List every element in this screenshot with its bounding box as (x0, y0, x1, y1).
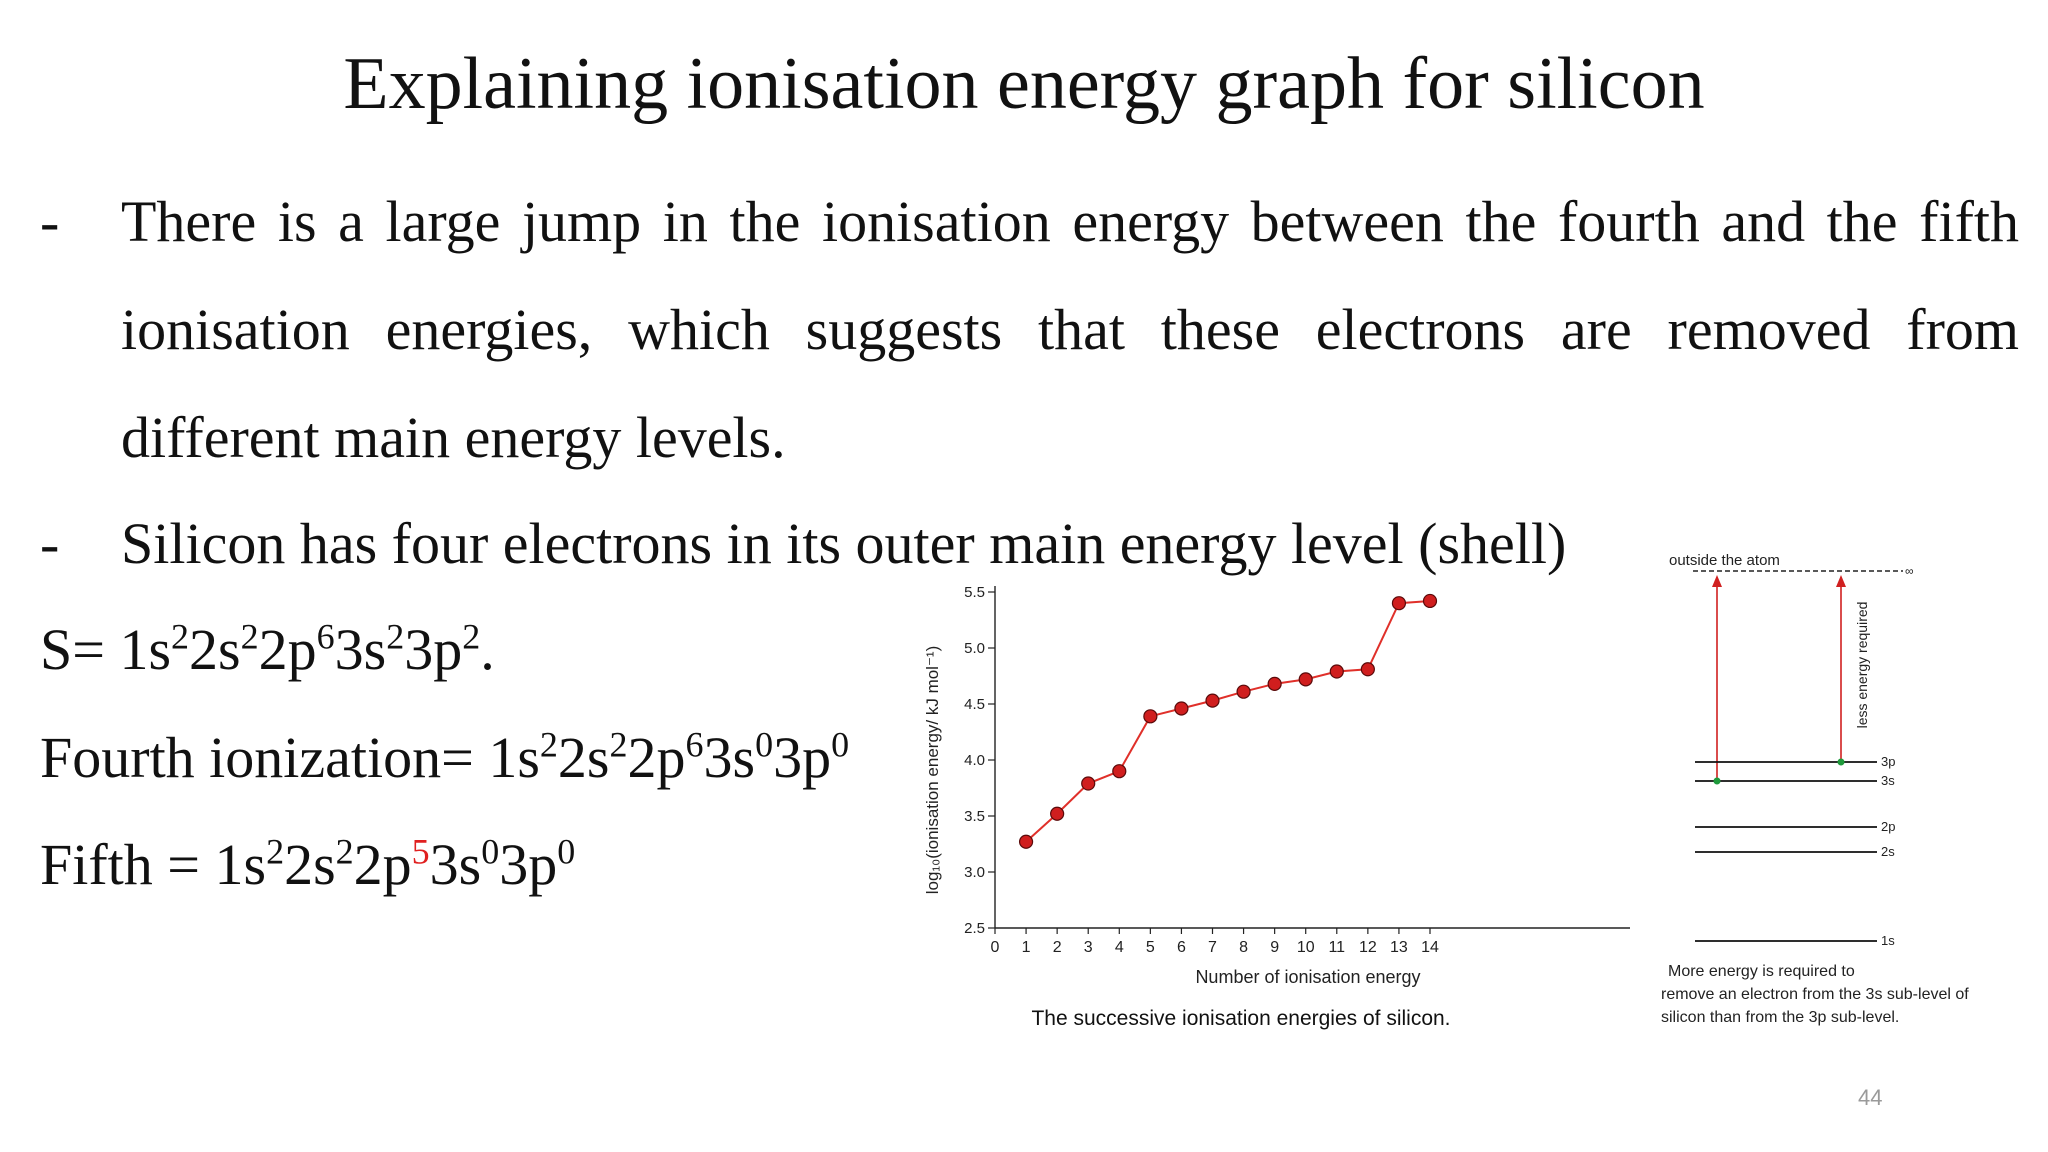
bullet-marker: - (40, 511, 60, 576)
chart-data-point (1018, 834, 1034, 849)
chart-data-point (1143, 709, 1158, 724)
configuration-label: S= (40, 617, 120, 682)
chart-x-tick-label: 1 (1022, 939, 1031, 956)
electron-3p-dot (1837, 758, 1845, 766)
chart-x-tick-label: 13 (1390, 939, 1408, 956)
chart-x-tick-label: 11 (1328, 939, 1345, 956)
bullet-text: Silicon has four electrons in its outer … (121, 511, 1567, 576)
chart-y-tick-label: 4.5 (964, 696, 985, 713)
bullet-marker: - (40, 189, 60, 254)
chart-x-tick-label: 8 (1239, 939, 1248, 956)
outside-atom-label: outside the atom (1669, 552, 1780, 569)
energy-level-diagram: outside the atom ∞ less energy required … (1661, 552, 1969, 1026)
chart-x-tick-label: 6 (1177, 939, 1186, 956)
chart-caption: The successive ionisation energies of si… (1031, 1007, 1450, 1030)
chart-x-tick-label: 12 (1359, 939, 1377, 956)
fourth-ionization-configuration: Fourth ionization= 1s22s22p63s03p0 (40, 724, 850, 790)
chart-y-tick-label: 5.0 (964, 640, 985, 657)
chart-data-point (1298, 672, 1313, 687)
chart-x-tick-label: 7 (1208, 939, 1217, 956)
infinity-symbol: ∞ (1905, 564, 1914, 578)
chart-y-tick-label: 3.0 (964, 864, 985, 881)
level-3s-label: 3s (1881, 773, 1895, 788)
chart-x-tick-label: 0 (991, 939, 1000, 956)
chart-x-tick-label: 5 (1146, 939, 1155, 956)
chart-data-point (1112, 764, 1127, 779)
chart-data-point (1174, 701, 1189, 716)
electron-configuration: S= 1s22s22p63s23p2. (40, 616, 495, 682)
level-2s-label: 2s (1881, 844, 1895, 859)
chart-data-point (1205, 693, 1220, 708)
diagram-caption-line-2: remove an electron from the 3s sub-level… (1661, 986, 1969, 1003)
chart-y-tick-label: 4.0 (964, 752, 985, 769)
page-number: 44 (1858, 1085, 1883, 1110)
fourth-ionization-label: Fourth ionization= (40, 725, 489, 790)
chart-y-tick-label: 2.5 (964, 920, 985, 937)
chart-data-point (1050, 806, 1065, 821)
fifth-ionization-label: Fifth = (40, 832, 215, 897)
chart-series-line (1025, 599, 1431, 843)
electron-3s-dot (1713, 777, 1721, 785)
chart-x-tick-label: 9 (1270, 939, 1279, 956)
level-1s-label: 1s (1881, 933, 1895, 948)
bullet-text: There is a large jump in the ionisation … (121, 189, 2019, 470)
chart-x-axis-label: Number of ionisation energy (1195, 967, 1420, 987)
chart-data-point (1236, 684, 1251, 699)
chart-data-point (1267, 676, 1282, 691)
chart-data-point (1329, 664, 1344, 679)
chart-y-tick-label: 3.5 (964, 808, 985, 825)
arrowhead-3s-icon (1712, 575, 1722, 587)
level-2p-label: 2p (1881, 819, 1895, 834)
chart-axes: 2.53.03.54.04.55.05.50 1 2 3 4 5 6 7 8 9 10 11 12 13 1… (964, 584, 1630, 956)
chart-data-point (1422, 593, 1438, 609)
chart-data-point (1391, 596, 1407, 611)
less-energy-label: less energy required (1854, 602, 1870, 729)
chart-x-tick-label: 2 (1053, 939, 1062, 956)
chart-x-tick-label: 3 (1084, 939, 1093, 956)
diagram-caption-line-1: More energy is required to (1668, 963, 1855, 980)
chart-y-tick-label: 5.5 (964, 584, 985, 601)
fifth-ionization-configuration: Fifth = 1s22s22p53s03p0 (40, 831, 576, 897)
chart-data-point (1360, 662, 1375, 677)
ionisation-energy-chart: 2.53.03.54.04.55.05.50 1 2 3 4 5 6 7 8 9 10 11 12 13 1… (923, 584, 1630, 1030)
chart-y-axis-label: log₁₀(ionisation energy/ kJ mol⁻¹) (923, 646, 942, 895)
chart-x-tick-label: 4 (1115, 939, 1124, 956)
chart-x-tick-label: 14 (1421, 939, 1439, 956)
chart-data-point (1081, 776, 1096, 791)
level-3p-label: 3p (1881, 754, 1895, 769)
chart-series (1018, 593, 1438, 849)
slide-title: Explaining ionisation energy graph for s… (343, 43, 1705, 125)
chart-x-tick-label: 10 (1297, 939, 1315, 956)
arrowhead-3p-icon (1836, 575, 1846, 587)
diagram-caption-line-3: silicon than from the 3p sub-level. (1661, 1009, 1899, 1026)
